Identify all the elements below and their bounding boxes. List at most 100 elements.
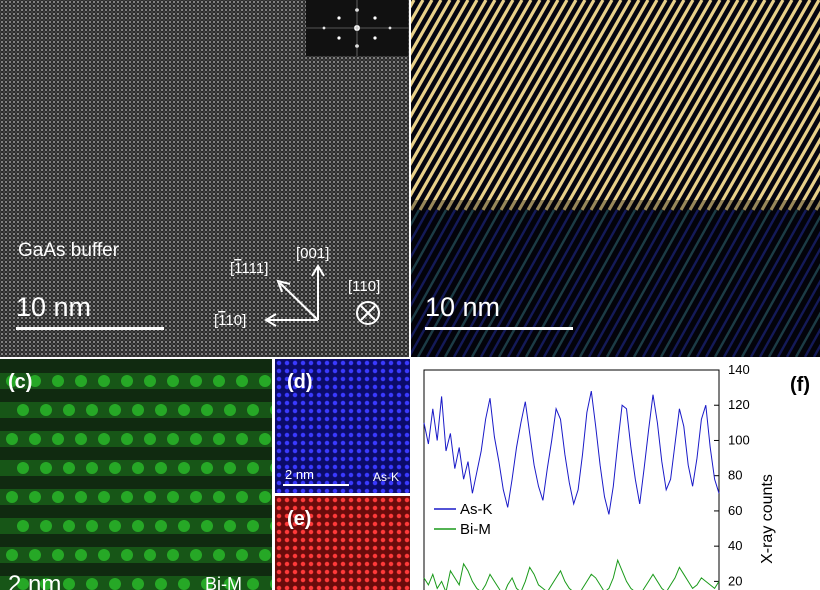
fringe-line bbox=[524, 209, 610, 357]
fringe-line bbox=[411, 209, 466, 308]
atom-column bbox=[17, 462, 29, 474]
fringe-line bbox=[616, 0, 740, 211]
atom-column bbox=[270, 405, 272, 415]
atom-column bbox=[63, 404, 75, 416]
fringe-line bbox=[580, 0, 704, 211]
atom-column bbox=[75, 549, 87, 561]
element-label: Bi-M bbox=[205, 574, 242, 590]
fringe-line bbox=[740, 214, 820, 357]
atom-column bbox=[144, 491, 156, 503]
atom-column bbox=[178, 520, 190, 532]
scale-bar bbox=[283, 484, 349, 486]
atom-column bbox=[75, 491, 87, 503]
fringe-line bbox=[411, 0, 479, 119]
direction-label-110-view: [110] bbox=[348, 278, 380, 295]
bi-map-panel: (c) 2 nm Bi-M bbox=[0, 359, 272, 590]
fringe-line bbox=[517, 0, 641, 211]
fringe-line bbox=[411, 209, 475, 324]
atom-column bbox=[178, 462, 190, 474]
fringe-line bbox=[411, 209, 493, 356]
fringe-line bbox=[715, 26, 820, 211]
fringe-line bbox=[643, 0, 767, 211]
fringe-line bbox=[526, 0, 650, 211]
fringe-line bbox=[632, 209, 718, 357]
fringe-line bbox=[731, 209, 817, 357]
fringe-line bbox=[641, 209, 727, 357]
fringe-stripes bbox=[411, 0, 820, 357]
fringe-line bbox=[758, 246, 820, 357]
fringe-line bbox=[411, 0, 506, 166]
fringe-line bbox=[535, 0, 659, 211]
atom-column bbox=[109, 404, 121, 416]
atom-column bbox=[6, 375, 18, 387]
fringe-line bbox=[427, 0, 551, 211]
y-tick-label: 100 bbox=[728, 432, 750, 447]
fringe-line bbox=[569, 209, 655, 357]
atom-column bbox=[155, 462, 167, 474]
atom-column bbox=[98, 375, 110, 387]
fringe-line bbox=[688, 0, 812, 211]
atom-column bbox=[132, 462, 144, 474]
atom-column bbox=[40, 578, 52, 590]
fringe-line bbox=[411, 0, 533, 211]
element-label: As-K bbox=[373, 470, 400, 484]
atom-column bbox=[178, 404, 190, 416]
hrstem-image-panel: GaAs buffer 10 nm [1111] [001] [110] [11… bbox=[0, 0, 409, 357]
fringe-line bbox=[418, 0, 542, 211]
atom-column bbox=[63, 578, 75, 590]
direction-label-001: [001] bbox=[296, 245, 329, 262]
fringe-line bbox=[589, 0, 713, 211]
fringe-line bbox=[733, 58, 820, 211]
atom-column bbox=[167, 375, 179, 387]
atom-column bbox=[52, 491, 64, 503]
atomic-row bbox=[0, 547, 272, 563]
fringe-line bbox=[411, 209, 430, 243]
atom-column bbox=[247, 520, 259, 532]
y-tick-label: 60 bbox=[728, 503, 742, 518]
fringe-line bbox=[742, 73, 820, 211]
atomic-row bbox=[0, 431, 272, 447]
atom-column bbox=[190, 375, 202, 387]
xray-profile-chart: 20 40 60 80 100 120 140 (f) X-ray counts As-K B… bbox=[412, 359, 820, 590]
atom-column bbox=[40, 520, 52, 532]
fringe-line bbox=[533, 209, 619, 357]
region-label: GaAs buffer bbox=[18, 240, 120, 261]
fringe-line bbox=[578, 209, 664, 357]
atom-column bbox=[224, 520, 236, 532]
fringe-line bbox=[652, 0, 776, 211]
fringe-line bbox=[551, 209, 637, 357]
atom-column bbox=[144, 433, 156, 445]
fringe-line bbox=[668, 209, 754, 357]
fringe-line bbox=[661, 0, 785, 211]
fringe-line bbox=[749, 230, 820, 357]
atom-column bbox=[98, 549, 110, 561]
atom-column bbox=[29, 375, 41, 387]
fringe-line bbox=[686, 209, 772, 357]
atom-column bbox=[52, 433, 64, 445]
fringe-line bbox=[751, 89, 820, 211]
atom-column bbox=[270, 579, 272, 589]
fringe-line bbox=[490, 0, 614, 211]
atom-column bbox=[167, 433, 179, 445]
fringe-line bbox=[706, 10, 820, 211]
fringe-line bbox=[411, 209, 448, 276]
atom-column bbox=[17, 404, 29, 416]
atom-column bbox=[259, 433, 271, 445]
fringe-line bbox=[803, 327, 820, 357]
atom-column bbox=[236, 433, 248, 445]
fringe-line bbox=[443, 209, 529, 357]
series-line-as-k bbox=[423, 390, 720, 515]
scale-bar bbox=[16, 327, 164, 330]
atomic-row bbox=[0, 373, 272, 389]
atom-column bbox=[63, 462, 75, 474]
fringe-line bbox=[434, 209, 520, 357]
atomic-row bbox=[0, 489, 272, 505]
atom-column bbox=[6, 491, 18, 503]
fringe-line bbox=[479, 209, 565, 357]
fringe-line bbox=[677, 209, 763, 357]
fringe-line bbox=[411, 209, 484, 340]
fringe-line bbox=[614, 209, 700, 357]
atom-column bbox=[75, 433, 87, 445]
atom-column bbox=[6, 433, 18, 445]
atom-column bbox=[121, 491, 133, 503]
